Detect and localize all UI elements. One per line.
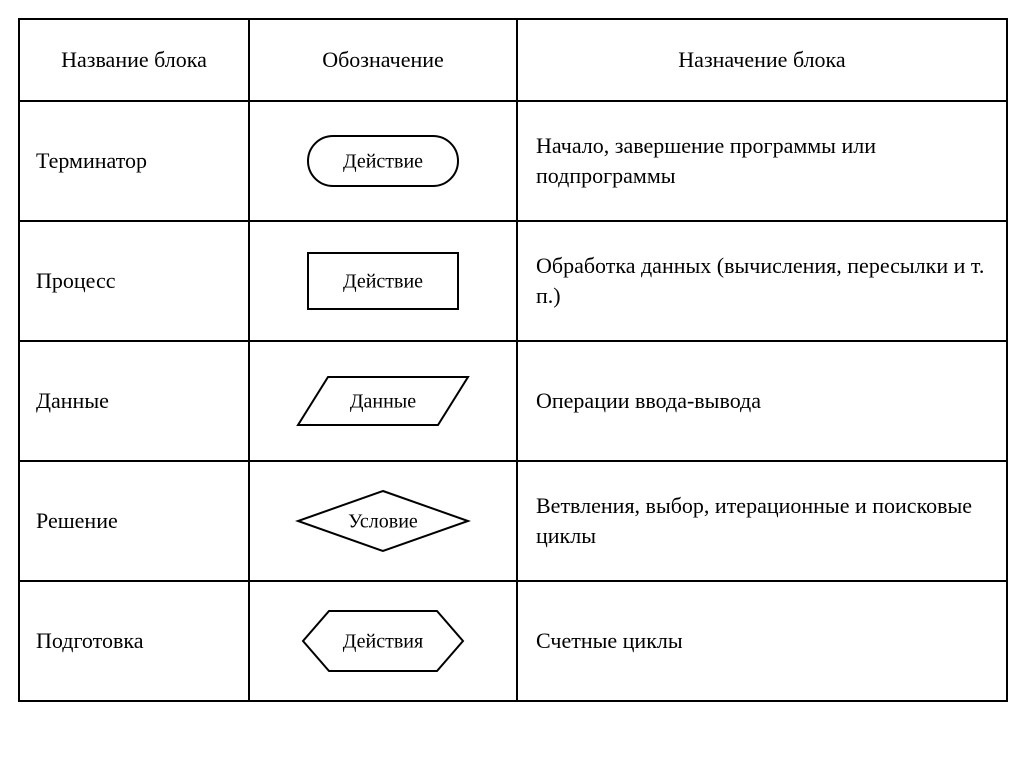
- flowchart-symbols-table: Название блока Обозначение Назначение бл…: [18, 18, 1008, 702]
- decision-shape: Условие: [250, 462, 516, 580]
- row-symbol: Данные: [249, 341, 517, 461]
- row-description-text: Начало, завершение программы или подпрог…: [518, 131, 1006, 190]
- row-name-text: Терминатор: [20, 148, 248, 174]
- shape-label: Данные: [350, 391, 416, 413]
- table-row: Процесс Действие Обработка данных (вычис…: [19, 221, 1007, 341]
- row-name: Решение: [19, 461, 249, 581]
- row-description-text: Операции ввода-вывода: [518, 386, 1006, 416]
- row-name-text: Процесс: [20, 268, 248, 294]
- table-row: Подготовка Действия Счетные циклы: [19, 581, 1007, 701]
- row-description: Ветвления, выбор, итерационные и поисков…: [517, 461, 1007, 581]
- col-header-symbol: Обозначение: [249, 19, 517, 101]
- data-shape: Данные: [250, 342, 516, 460]
- row-symbol: Действия: [249, 581, 517, 701]
- row-name-text: Данные: [20, 388, 248, 414]
- table-row: Данные Данные Операции ввода-вывода: [19, 341, 1007, 461]
- shape-label: Действия: [343, 631, 423, 653]
- preparation-shape: Действия: [250, 582, 516, 700]
- row-name: Данные: [19, 341, 249, 461]
- row-name-text: Решение: [20, 508, 248, 534]
- shape-label: Действие: [343, 271, 423, 293]
- row-symbol: Условие: [249, 461, 517, 581]
- col-header-description: Назначение блока: [517, 19, 1007, 101]
- col-header-name: Название блока: [19, 19, 249, 101]
- row-description: Операции ввода-вывода: [517, 341, 1007, 461]
- process-shape: Действие: [250, 222, 516, 340]
- row-name-text: Подготовка: [20, 628, 248, 654]
- row-symbol: Действие: [249, 101, 517, 221]
- shape-label: Действие: [343, 151, 423, 173]
- terminator-shape: Действие: [250, 102, 516, 220]
- page: Название блока Обозначение Назначение бл…: [0, 0, 1024, 767]
- row-description-text: Обработка данных (вычисления, пересылки …: [518, 251, 1006, 310]
- row-name: Подготовка: [19, 581, 249, 701]
- row-name: Процесс: [19, 221, 249, 341]
- row-description-text: Ветвления, выбор, итерационные и поисков…: [518, 491, 1006, 550]
- row-symbol: Действие: [249, 221, 517, 341]
- table-row: Терминатор Действие Начало, завершение п…: [19, 101, 1007, 221]
- shape-label: Условие: [348, 511, 418, 533]
- table-row: Решение Условие Ветвления, выбор, итерац…: [19, 461, 1007, 581]
- row-description: Начало, завершение программы или подпрог…: [517, 101, 1007, 221]
- table-header-row: Название блока Обозначение Назначение бл…: [19, 19, 1007, 101]
- row-name: Терминатор: [19, 101, 249, 221]
- row-description: Счетные циклы: [517, 581, 1007, 701]
- row-description-text: Счетные циклы: [518, 626, 1006, 656]
- row-description: Обработка данных (вычисления, пересылки …: [517, 221, 1007, 341]
